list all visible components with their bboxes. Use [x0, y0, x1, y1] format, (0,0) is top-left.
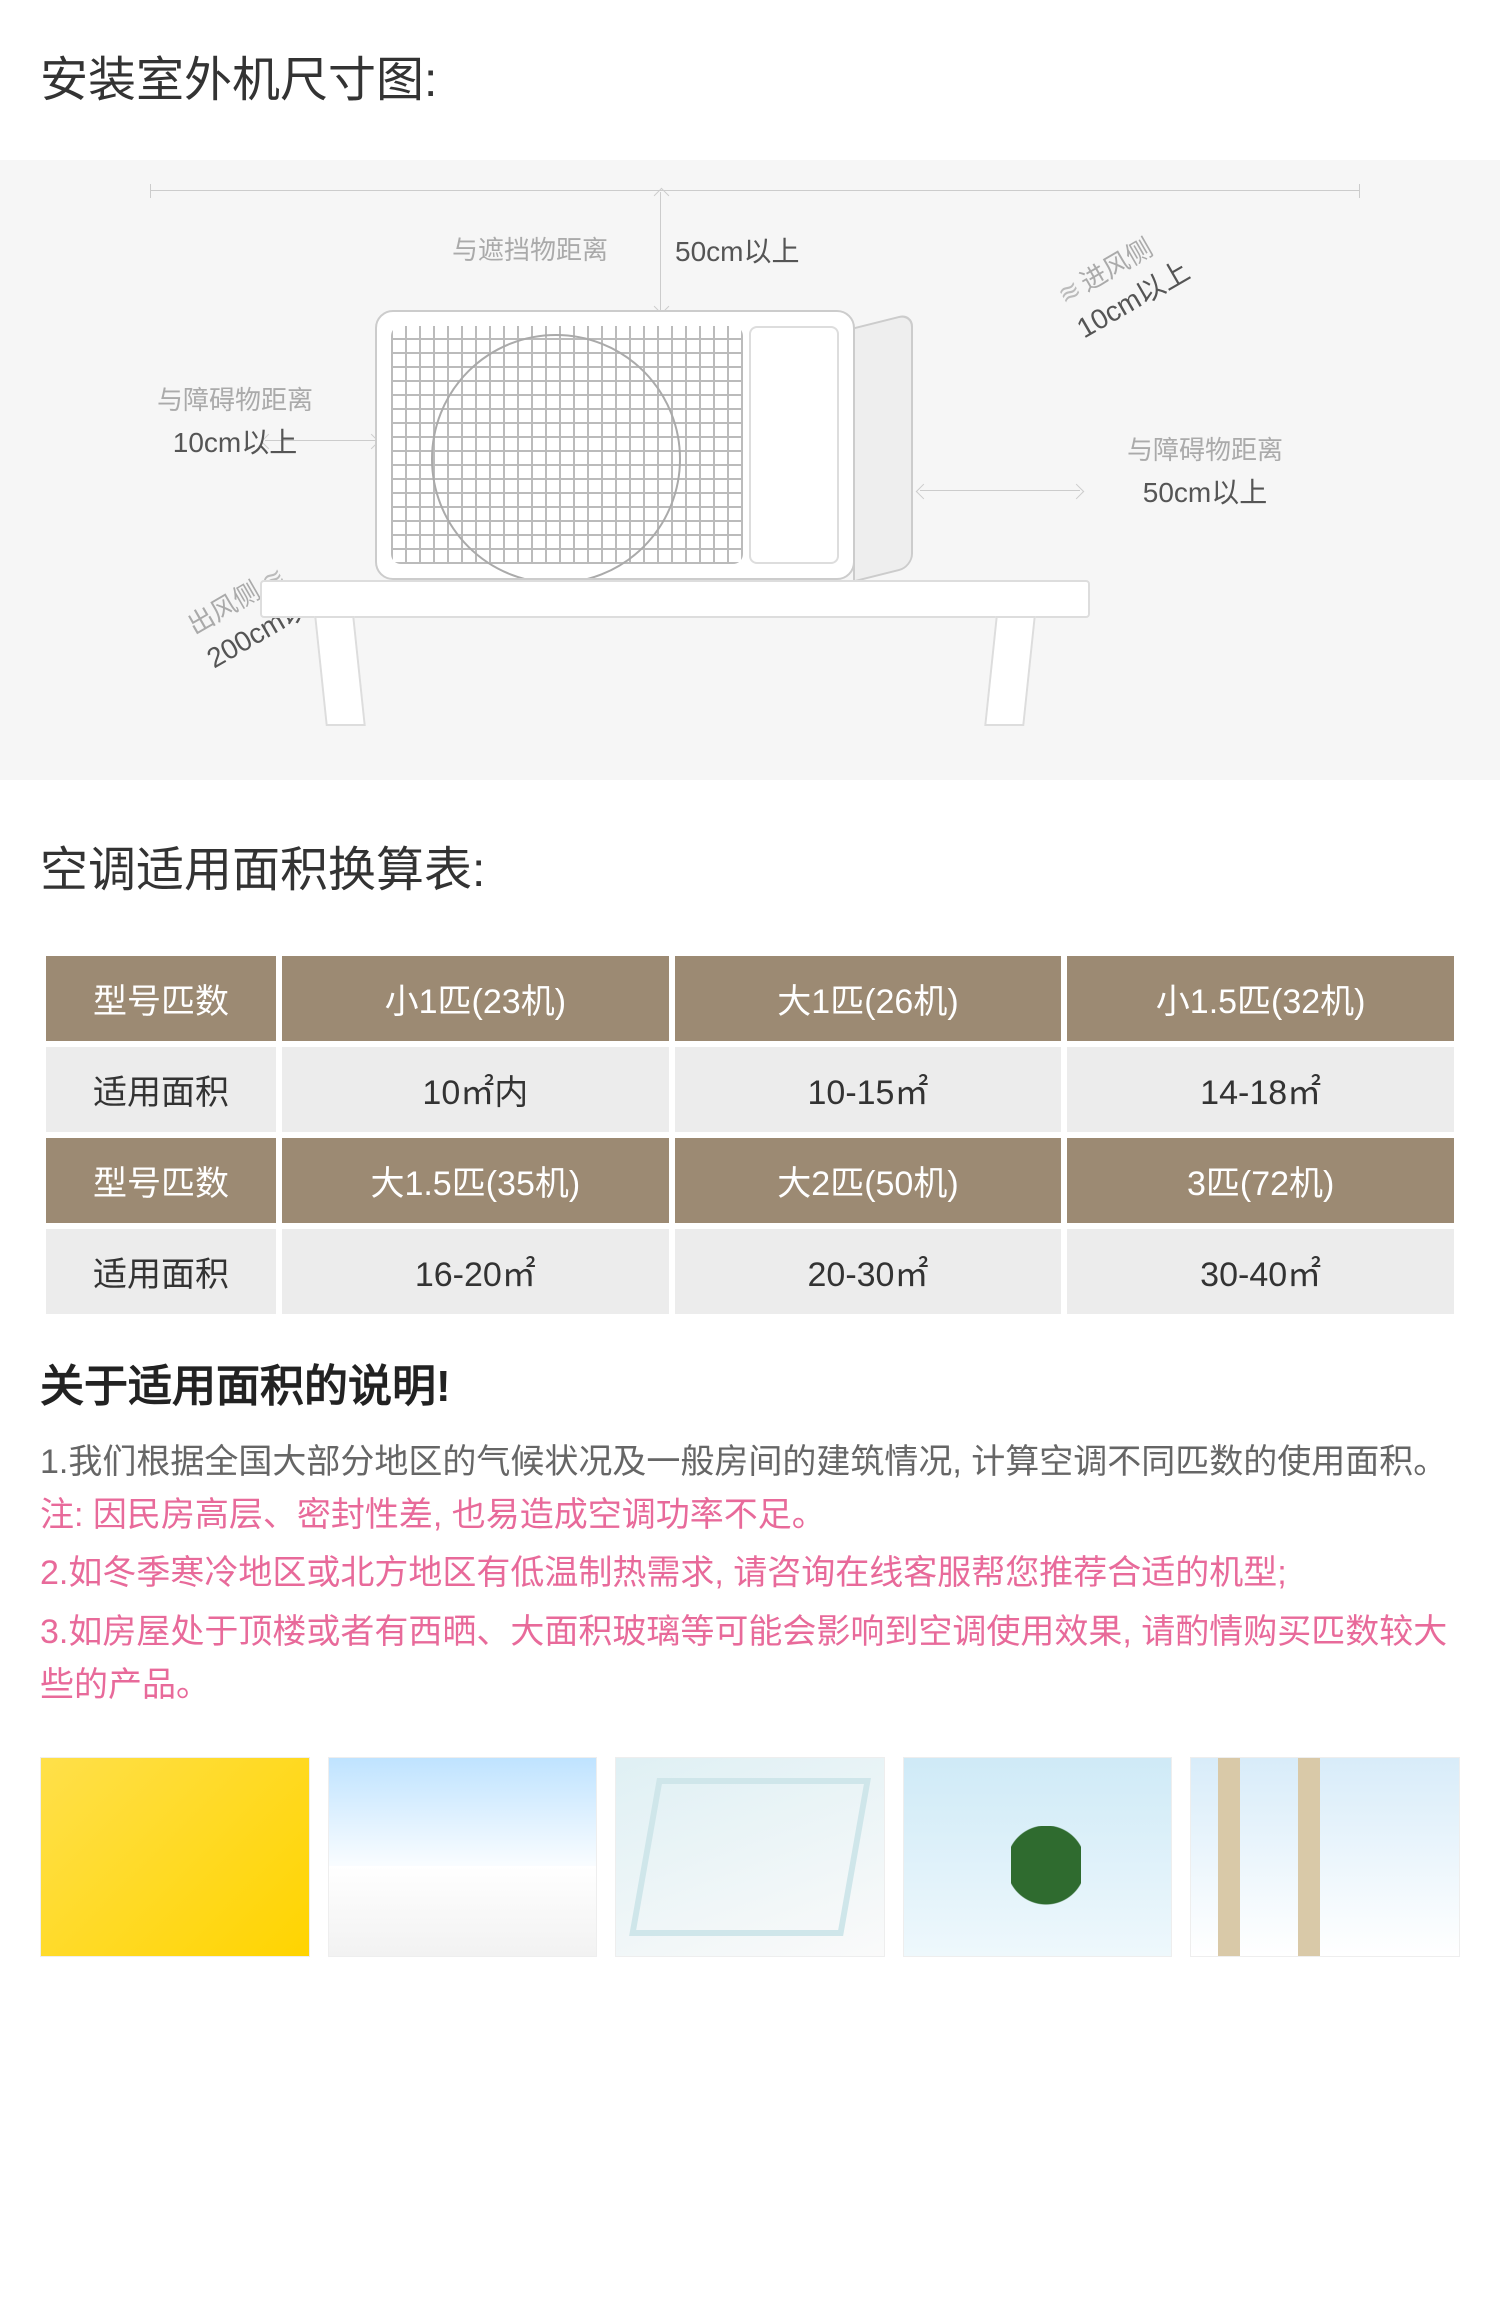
right-dim: 与障碍物距离 50cm以上 — [1090, 430, 1320, 511]
note-line-3: 3.如房屋处于顶楼或者有西晒、大面积玻璃等可能会影响到空调使用效果, 请酌情购买… — [40, 1606, 1460, 1711]
stand-leg-left — [314, 616, 366, 726]
diagram-section: 安装室外机尺寸图: — [0, 0, 1500, 160]
unit-grill — [391, 326, 743, 564]
model-cell: 大1匹(26机) — [675, 956, 1062, 1041]
table-row: 适用面积 10㎡内 10-15㎡ 14-18㎡ — [46, 1047, 1454, 1132]
area-cell: 16-20㎡ — [282, 1229, 669, 1314]
inlet-dim: ≋ 进风侧 10cm以上 — [1050, 218, 1196, 347]
note-1a: 1.我们根据全国大部分地区的气候状况及一般房间的建筑情况, 计算空调不同匹数的使… — [40, 1443, 1447, 1481]
model-cell: 3匹(72机) — [1067, 1138, 1454, 1223]
clearance-diagram: 与遮挡物距离 50cm以上 与障碍物距离 10cm以上 与障碍物距离 50cm以… — [40, 180, 1460, 740]
notes-title: 关于适用面积的说明! — [40, 1350, 1460, 1414]
right-arrow — [920, 490, 1080, 491]
table-section: 空调适用面积换算表: — [0, 780, 1500, 950]
notes-section: 关于适用面积的说明! 1.我们根据全国大部分地区的气候状况及一般房间的建筑情况,… — [0, 1340, 1500, 1757]
top-dim-label: 与遮挡物距离 — [400, 230, 660, 267]
thumb-plant — [903, 1757, 1173, 1957]
unit-fan-ring — [431, 334, 681, 580]
right-dim-value: 50cm以上 — [1090, 471, 1320, 511]
unit-control-panel — [749, 326, 839, 564]
note-line-2: 2.如冬季寒冷地区或北方地区有低温制热需求, 请咨询在线客服帮您推荐合适的机型; — [40, 1547, 1460, 1600]
model-label-cell: 型号匹数 — [46, 956, 276, 1041]
thumb-interior — [1190, 1757, 1460, 1957]
top-arrow — [660, 192, 661, 310]
top-dim-val: 50cm以上 — [675, 230, 799, 270]
top-dim: 与遮挡物距离 — [400, 230, 660, 267]
area-cell: 10-15㎡ — [675, 1047, 1062, 1132]
diagram-title: 安装室外机尺寸图: — [40, 40, 1460, 110]
area-cell: 10㎡内 — [282, 1047, 669, 1132]
left-dim: 与障碍物距离 10cm以上 — [135, 380, 335, 461]
diagram-wrap: 与遮挡物距离 50cm以上 与障碍物距离 10cm以上 与障碍物距离 50cm以… — [0, 160, 1500, 780]
left-dim-label: 与障碍物距离 — [135, 380, 335, 417]
area-cell: 14-18㎡ — [1067, 1047, 1454, 1132]
area-table-wrap: 型号匹数 小1匹(23机) 大1匹(26机) 小1.5匹(32机) 适用面积 1… — [0, 950, 1500, 1340]
thumbnail-row — [0, 1757, 1500, 1997]
left-dim-value: 10cm以上 — [135, 421, 335, 461]
area-cell: 30-40㎡ — [1067, 1229, 1454, 1314]
model-cell: 大1.5匹(35机) — [282, 1138, 669, 1223]
table-title: 空调适用面积换算表: — [40, 830, 1460, 900]
mount-stand — [260, 580, 1090, 618]
note-1b: 注: 因民房高层、密封性差, 也易造成空调功率不足。 — [40, 1496, 826, 1534]
note-line-1: 1.我们根据全国大部分地区的气候状况及一般房间的建筑情况, 计算空调不同匹数的使… — [40, 1436, 1460, 1541]
thumb-sky — [328, 1757, 598, 1957]
stand-leg-right — [984, 616, 1036, 726]
thumb-window — [615, 1757, 885, 1957]
model-cell: 小1匹(23机) — [282, 956, 669, 1041]
area-label-cell: 适用面积 — [46, 1229, 276, 1314]
model-cell: 大2匹(50机) — [675, 1138, 1062, 1223]
table-row: 型号匹数 小1匹(23机) 大1匹(26机) 小1.5匹(32机) — [46, 956, 1454, 1041]
model-label-cell: 型号匹数 — [46, 1138, 276, 1223]
top-dim-value: 50cm以上 — [675, 230, 799, 270]
area-table: 型号匹数 小1匹(23机) 大1匹(26机) 小1.5匹(32机) 适用面积 1… — [40, 950, 1460, 1320]
table-row: 型号匹数 大1.5匹(35机) 大2匹(50机) 3匹(72机) — [46, 1138, 1454, 1223]
top-rule-line — [150, 190, 1360, 191]
area-cell: 20-30㎡ — [675, 1229, 1062, 1314]
table-row: 适用面积 16-20㎡ 20-30㎡ 30-40㎡ — [46, 1229, 1454, 1314]
area-label-cell: 适用面积 — [46, 1047, 276, 1132]
thumb-sun — [40, 1757, 310, 1957]
model-cell: 小1.5匹(32机) — [1067, 956, 1454, 1041]
right-dim-label: 与障碍物距离 — [1090, 430, 1320, 467]
unit-side-panel — [853, 313, 913, 583]
outdoor-unit — [375, 310, 855, 580]
